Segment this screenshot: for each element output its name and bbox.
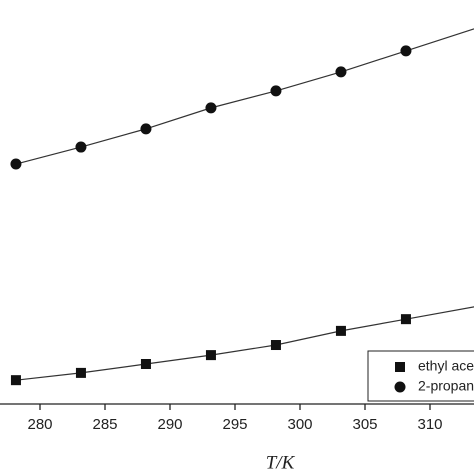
legend-box [367, 350, 474, 402]
data-point [400, 45, 412, 57]
x-tick-label: 285 [92, 416, 117, 433]
legend-label: 2-propanol [418, 378, 474, 394]
data-point [10, 375, 21, 386]
x-tick-label: 310 [417, 416, 442, 433]
data-point [75, 367, 86, 378]
x-tick-label: 290 [157, 416, 182, 433]
data-point [400, 314, 411, 325]
fit-line [15, 28, 474, 165]
data-point [270, 340, 281, 351]
x-tick-label: 295 [222, 416, 247, 433]
data-point [205, 350, 216, 361]
x-tick-label: 280 [27, 416, 52, 433]
legend-label: ethyl acetate [418, 358, 474, 374]
data-point [335, 325, 346, 336]
data-point [75, 141, 87, 153]
data-point [205, 102, 217, 114]
fit-line [15, 306, 474, 381]
data-point [10, 158, 22, 170]
x-axis-title: T/K [266, 452, 296, 473]
data-point [140, 123, 152, 135]
x-tick-label: 305 [352, 416, 377, 433]
legend-marker [394, 381, 406, 393]
data-point [270, 85, 282, 97]
data-point [335, 66, 347, 78]
data-point [140, 359, 151, 370]
legend-marker [395, 362, 405, 372]
x-tick-label: 300 [287, 416, 312, 433]
